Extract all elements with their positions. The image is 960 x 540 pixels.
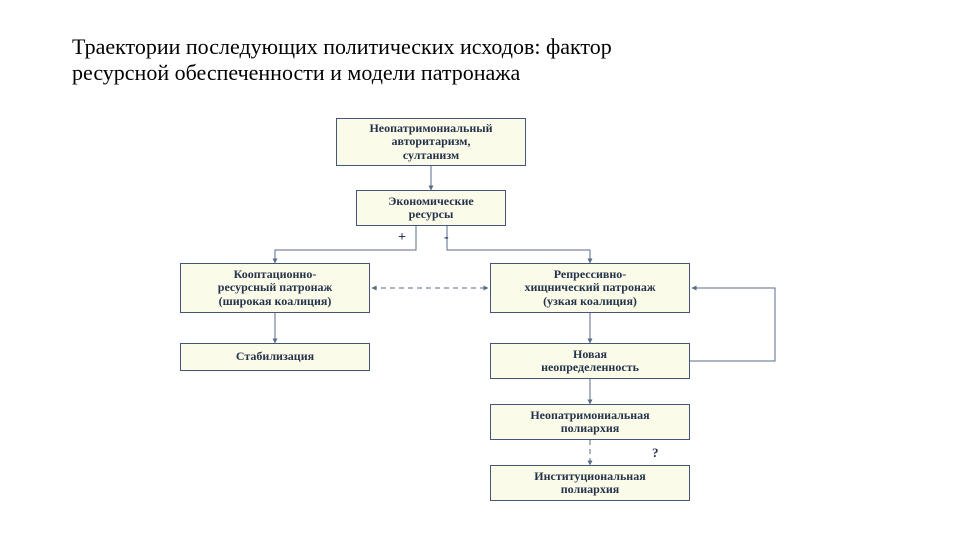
edge-n2-n4: [447, 226, 590, 263]
flowchart-node-n1: Неопатримониальный авторитаризм, султани…: [336, 118, 526, 166]
flowchart-node-n6: Новая неопределенность: [490, 343, 690, 379]
flowchart-node-n7: Неопатримониальная полиархия: [490, 404, 690, 440]
edge-label-minus: -: [444, 230, 449, 246]
edge-n2-n3: [275, 226, 416, 263]
flowchart-node-n3: Кооптационно- ресурсный патронаж (широка…: [180, 263, 370, 313]
edge-label-qmark: ?: [652, 445, 659, 461]
edge-n6-n4: [690, 288, 775, 361]
page-title: Траектории последующих политических исхо…: [72, 34, 892, 86]
edge-label-plus: +: [398, 230, 406, 246]
flowchart-node-n4: Репрессивно- хищнический патронаж (узкая…: [490, 263, 690, 313]
flowchart-node-n5: Стабилизация: [180, 343, 370, 371]
flowchart-node-n8: Институциональная полиархия: [490, 465, 690, 501]
flowchart-node-n2: Экономические ресурсы: [356, 190, 506, 226]
